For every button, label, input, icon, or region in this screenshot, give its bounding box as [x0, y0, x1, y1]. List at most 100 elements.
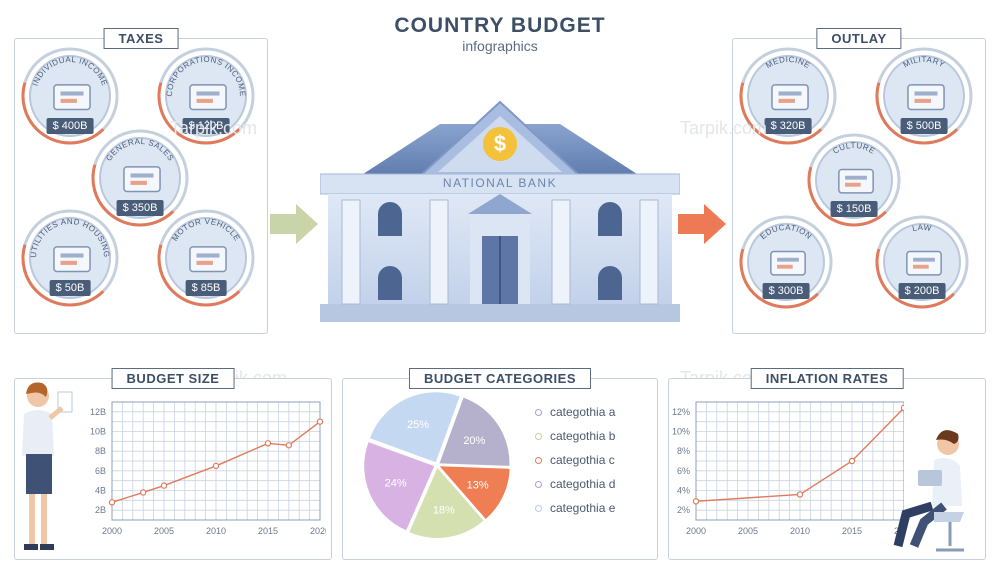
legend-dot	[535, 408, 542, 416]
data-point	[264, 440, 272, 447]
progress-ring	[739, 215, 833, 309]
y-tick-label: 6%	[677, 466, 690, 476]
circle-value: $ 300B	[762, 283, 810, 300]
pie-slice	[369, 392, 460, 463]
progress-ring	[21, 209, 119, 307]
circle-value: $ 500B	[900, 118, 948, 134]
progress-ring	[21, 47, 119, 145]
taxes-circle-corporations-income: CORPORATIONS INCOME $ 120B	[156, 46, 256, 146]
inflation-chart: 200020052010201520202%4%6%8%10%12%	[672, 401, 904, 536]
pie-slice	[439, 466, 510, 520]
series-line	[695, 407, 904, 503]
legend-label: categothia c	[550, 453, 615, 467]
y-tick-label: 12%	[672, 407, 690, 417]
circle-value: $ 85B	[185, 280, 227, 296]
pie-slice-label: 20%	[463, 435, 485, 447]
chart-grid	[111, 401, 321, 521]
x-tick-label: 2000	[686, 526, 706, 536]
pie-slice	[409, 467, 484, 538]
pie-slice-label: 13%	[467, 479, 489, 491]
x-tick-label: 2020	[310, 526, 326, 536]
svg-text:MOTOR VEHICLE: MOTOR VEHICLE	[170, 217, 242, 243]
progress-ring	[875, 215, 969, 309]
legend-item: categothia a	[535, 405, 615, 419]
man-illustration	[893, 430, 964, 552]
progress-ring	[157, 47, 255, 145]
legend-label: categothia a	[550, 405, 616, 419]
progress-ring	[91, 129, 189, 227]
y-tick-label: 10B	[90, 427, 106, 437]
watermark: Tarpik.com	[170, 118, 258, 138]
x-tick-label: 2015	[258, 526, 278, 536]
legend-label: categothia d	[550, 477, 616, 491]
circle-value: $ 400B	[46, 118, 94, 134]
national-bank-building	[320, 100, 680, 322]
arrow-out-icon	[678, 204, 726, 244]
circle-name: CORPORATIONS INCOME	[165, 55, 247, 97]
data-point	[848, 457, 856, 465]
svg-text:MEDICINE: MEDICINE	[764, 55, 812, 70]
x-tick-label: 2005	[154, 526, 174, 536]
y-tick-label: 4B	[95, 486, 106, 496]
data-point	[108, 499, 116, 506]
svg-text:UTILITIES AND HOUSING: UTILITIES AND HOUSING	[29, 217, 111, 258]
taxes-circle-individual-income: INDIVIDUAL INCOME $ 400B	[20, 46, 120, 146]
progress-ring	[739, 47, 837, 145]
circle-name: INDIVIDUAL INCOME	[31, 55, 109, 87]
y-tick-label: 8%	[677, 446, 690, 456]
circle-illustration	[747, 55, 829, 137]
y-tick-label: 2B	[95, 505, 106, 515]
budget-size-label: BUDGET SIZE	[111, 368, 235, 389]
legend-item: categothia e	[535, 501, 615, 515]
pie-slice	[364, 442, 435, 531]
watermark: Tarpik.com	[680, 118, 768, 138]
legend-item: categothia b	[535, 429, 615, 443]
x-tick-label: 2015	[842, 526, 862, 536]
legend-dot	[535, 456, 542, 464]
circle-illustration	[29, 217, 111, 299]
data-point	[900, 404, 904, 412]
progress-ring	[875, 47, 973, 145]
outlay-circle-education: EDUCATION $ 300B	[738, 214, 834, 310]
circle-illustration	[99, 137, 181, 219]
legend-dot	[535, 432, 542, 440]
legend-dot	[535, 480, 542, 488]
data-point	[692, 498, 700, 505]
bank-label: NATIONAL BANK	[442, 176, 558, 190]
chart-grid	[695, 401, 904, 521]
data-point	[316, 418, 324, 425]
budget-size-chart: 2000 2005 2010 2015 2020 2B 4B 6B 8B 10B 12B	[90, 401, 326, 536]
taxes-label: TAXES	[103, 28, 179, 49]
legend-dot	[535, 504, 542, 512]
y-tick-label: 2%	[677, 505, 690, 515]
circle-value: $ 200B	[898, 283, 946, 300]
pie-slice-label: 18%	[433, 504, 455, 516]
y-tick-label: 8B	[95, 446, 106, 456]
svg-text:CULTURE: CULTURE	[831, 141, 876, 156]
legend-item: categothia c	[535, 453, 615, 467]
x-tick-label: 2010	[206, 526, 226, 536]
x-tick-label: 2010	[790, 526, 810, 536]
taxes-circle-motor-vehicle: MOTOR VEHICLE $ 85B	[156, 208, 256, 308]
x-tick-label: 2000	[102, 526, 122, 536]
circle-value: $ 50B	[49, 280, 91, 296]
page-title: COUNTRY BUDGET	[394, 14, 606, 37]
y-tick-label: 12B	[90, 407, 106, 417]
circle-name: EDUCATION	[758, 223, 813, 241]
budget-categories-label: BUDGET CATEGORIES	[409, 368, 591, 389]
woman-illustration	[22, 382, 73, 550]
outlay-circle-medicine: MEDICINE $ 320B	[738, 46, 838, 146]
page-subtitle: infographics	[462, 38, 538, 54]
circle-value: $ 120B	[182, 118, 230, 134]
pie-slice-label: 24%	[385, 478, 407, 490]
circle-name: LAW	[911, 223, 931, 233]
progress-ring	[157, 209, 255, 307]
y-tick-label: 4%	[677, 486, 690, 496]
circle-illustration	[747, 223, 825, 301]
outlay-circle-military: MILITARY $ 500B	[874, 46, 974, 146]
legend-item: categothia d	[535, 477, 615, 491]
circle-name: MOTOR VEHICLE	[170, 217, 242, 243]
data-point	[796, 491, 804, 498]
circle-value: $ 320B	[764, 118, 812, 134]
x-tick-label: 2005	[738, 526, 758, 536]
